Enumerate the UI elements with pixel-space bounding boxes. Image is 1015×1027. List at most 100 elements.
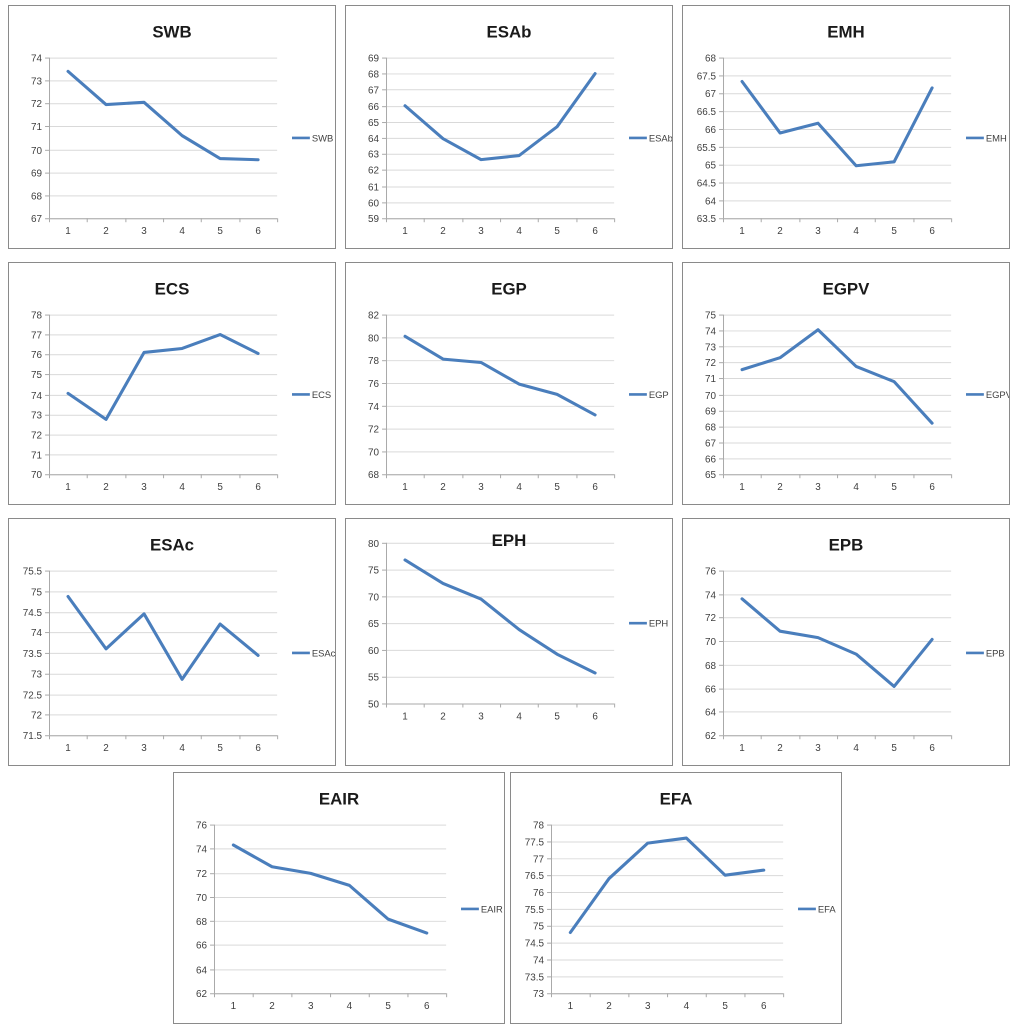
x-tick-label: 4 bbox=[516, 711, 522, 722]
y-tick-label: 72 bbox=[31, 431, 43, 442]
y-tick-label: 73.5 bbox=[23, 649, 43, 660]
x-tick-label: 3 bbox=[141, 482, 147, 493]
chart-ecs: 78 77 76 75 74 73 72 71 70 1 2 3 4 5 6 ECS ECS bbox=[8, 262, 336, 505]
x-tick-label: 3 bbox=[645, 1001, 651, 1012]
chart-title: ESAc bbox=[150, 536, 194, 555]
y-tick-label: 70 bbox=[705, 637, 717, 648]
chart-egp: 82 80 78 76 74 72 70 68 1 2 3 4 5 6 EGP EGP bbox=[345, 262, 673, 505]
y-tick-label: 80 bbox=[368, 539, 380, 550]
legend-label: EGPV bbox=[986, 389, 1009, 400]
x-tick-label: 5 bbox=[217, 743, 223, 754]
x-tick-label: 1 bbox=[568, 1001, 574, 1012]
y-tick-label: 75 bbox=[705, 311, 717, 322]
y-tick-label: 64.5 bbox=[697, 179, 717, 190]
x-tick-label: 5 bbox=[891, 482, 897, 493]
y-tick-label: 66 bbox=[368, 102, 380, 113]
x-tick-label: 2 bbox=[103, 743, 109, 754]
y-tick-label: 70 bbox=[368, 592, 380, 603]
x-tick-label: 1 bbox=[65, 226, 71, 237]
x-tick-label: 5 bbox=[891, 743, 897, 754]
x-tick-label: 4 bbox=[179, 482, 185, 493]
x-tick-label: 3 bbox=[478, 711, 484, 722]
chart-eair: 76 74 72 70 68 66 64 62 1 2 3 4 5 6 EAIR EAIR bbox=[173, 772, 505, 1024]
y-tick-label: 72 bbox=[368, 425, 380, 436]
y-tick-label: 77 bbox=[533, 854, 545, 865]
x-tick-label: 5 bbox=[554, 226, 560, 237]
y-tick-label: 76 bbox=[31, 350, 43, 361]
y-tick-label: 62 bbox=[368, 166, 380, 177]
chart-epb: 76 74 72 70 68 66 64 62 1 2 3 4 5 6 EPB EPB bbox=[682, 518, 1010, 766]
legend-label: ESAc bbox=[312, 647, 335, 658]
x-tick-label: 5 bbox=[217, 482, 223, 493]
y-tick-label: 65 bbox=[705, 470, 717, 481]
x-tick-label: 3 bbox=[478, 226, 484, 237]
y-tick-label: 63.5 bbox=[697, 214, 717, 225]
y-tick-label: 66.5 bbox=[697, 107, 717, 118]
y-tick-label: 64 bbox=[705, 707, 717, 718]
x-tick-label: 4 bbox=[516, 226, 522, 237]
x-tick-label: 3 bbox=[141, 226, 147, 237]
x-tick-label: 3 bbox=[141, 743, 147, 754]
y-tick-label: 67 bbox=[705, 438, 717, 449]
chart-title: EPB bbox=[829, 536, 864, 555]
y-tick-label: 62 bbox=[196, 989, 208, 1000]
data-line bbox=[66, 69, 260, 162]
y-tick-label: 67 bbox=[368, 85, 380, 96]
y-tick-label: 61 bbox=[368, 182, 380, 193]
x-tick-label: 4 bbox=[853, 743, 859, 754]
y-tick-label: 74 bbox=[705, 590, 717, 601]
chart-title: EAIR bbox=[319, 790, 359, 809]
x-tick-label: 6 bbox=[255, 482, 261, 493]
y-tick-label: 68 bbox=[705, 661, 717, 672]
y-tick-label: 74 bbox=[368, 402, 380, 413]
chart-egpv: 75 74 73 72 71 70 69 68 67 66 65 1 2 3 4 5 6 EGPV EGPV bbox=[682, 262, 1010, 505]
y-tick-label: 64 bbox=[368, 134, 380, 145]
x-tick-label: 6 bbox=[761, 1001, 767, 1012]
line-chart-svg: 76 74 72 70 68 66 64 62 1 2 3 4 5 6 EPB EPB bbox=[705, 536, 1005, 754]
y-tick-label: 65 bbox=[368, 118, 380, 129]
y-tick-label: 73 bbox=[31, 76, 43, 87]
y-tick-label: 77.5 bbox=[525, 837, 545, 848]
x-tick-label: 4 bbox=[179, 743, 185, 754]
y-tick-label: 73.5 bbox=[525, 972, 545, 983]
line-chart-svg: 78 77 76 75 74 73 72 71 70 1 2 3 4 5 6 ECS ECS bbox=[31, 280, 331, 493]
y-tick-label: 68 bbox=[368, 69, 380, 80]
charts-row: 74 73 72 71 70 69 68 67 1 2 3 4 5 6 SWB SWB 69 68 67 66 65 64… bbox=[8, 5, 1015, 249]
y-tick-label: 60 bbox=[368, 198, 380, 209]
chart-title: ECS bbox=[155, 280, 190, 299]
y-tick-label: 65 bbox=[705, 161, 717, 172]
x-tick-label: 6 bbox=[592, 482, 598, 493]
data-line bbox=[66, 594, 260, 681]
chart-efa: 78 77.5 77 76.5 76 75.5 75 74.5 74 73.5 73 1 2 3 4 5 6 EF… bbox=[510, 772, 842, 1024]
x-tick-label: 5 bbox=[554, 482, 560, 493]
y-tick-label: 75 bbox=[31, 370, 43, 381]
y-tick-label: 72 bbox=[705, 613, 717, 624]
y-tick-label: 75.5 bbox=[23, 567, 43, 578]
y-tick-label: 71 bbox=[31, 122, 43, 133]
legend-label: EAIR bbox=[481, 903, 503, 914]
x-tick-label: 4 bbox=[347, 1001, 353, 1012]
x-tick-label: 1 bbox=[739, 226, 745, 237]
chart-title: EFA bbox=[660, 790, 693, 809]
x-tick-label: 4 bbox=[684, 1001, 690, 1012]
charts-row: 76 74 72 70 68 66 64 62 1 2 3 4 5 6 EAIR EAIR 78 77.5 77 76… bbox=[0, 772, 1015, 1024]
y-tick-label: 63 bbox=[368, 150, 380, 161]
x-tick-label: 4 bbox=[853, 482, 859, 493]
y-tick-label: 69 bbox=[31, 169, 43, 180]
x-tick-label: 2 bbox=[269, 1001, 275, 1012]
y-tick-label: 69 bbox=[368, 54, 380, 65]
x-tick-label: 2 bbox=[606, 1001, 612, 1012]
y-tick-label: 74.5 bbox=[525, 939, 545, 950]
y-tick-label: 72 bbox=[31, 99, 43, 110]
y-tick-label: 77 bbox=[31, 330, 43, 341]
line-chart-svg: 78 77.5 77 76.5 76 75.5 75 74.5 74 73.5 73 1 2 3 4 5 6 EF… bbox=[525, 790, 837, 1012]
charts-row: 78 77 76 75 74 73 72 71 70 1 2 3 4 5 6 ECS ECS 82 80 78 76 74… bbox=[8, 262, 1015, 505]
data-line bbox=[403, 558, 597, 675]
y-tick-label: 78 bbox=[533, 821, 545, 832]
y-tick-label: 62 bbox=[705, 731, 717, 742]
y-tick-label: 71.5 bbox=[23, 731, 43, 742]
x-tick-label: 6 bbox=[255, 226, 261, 237]
x-tick-label: 5 bbox=[385, 1001, 391, 1012]
chart-title: EGP bbox=[491, 280, 527, 299]
